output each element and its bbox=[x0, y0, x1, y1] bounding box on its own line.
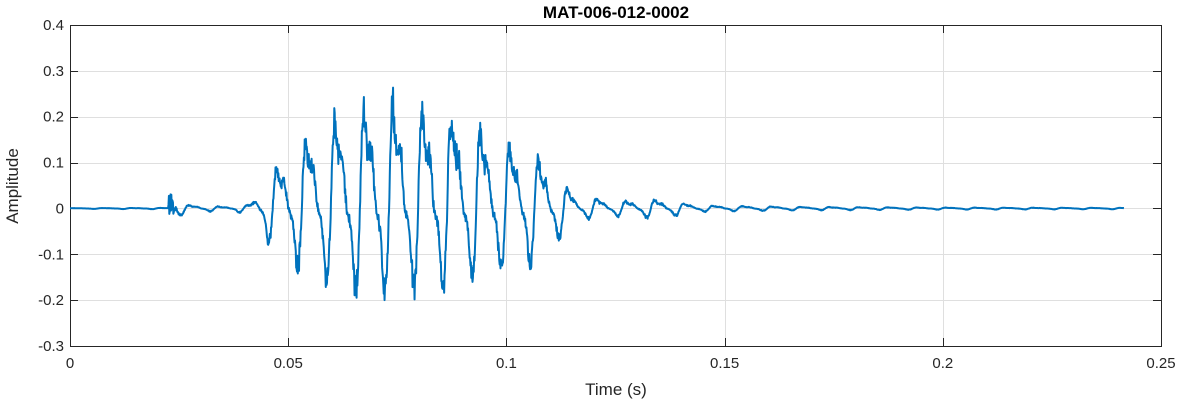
x-tick-label: 0.1 bbox=[496, 355, 517, 372]
y-tick-label: -0.2 bbox=[38, 292, 64, 309]
y-tick-label: 0.2 bbox=[43, 109, 64, 126]
grid bbox=[70, 25, 1161, 346]
y-tick-label: 0.1 bbox=[43, 155, 64, 172]
y-tick-label: 0.4 bbox=[43, 17, 64, 34]
y-tick-label: 0 bbox=[56, 200, 64, 217]
y-tick-label: -0.1 bbox=[38, 246, 64, 263]
signal-line bbox=[69, 86, 1125, 302]
x-tick-label: 0.05 bbox=[274, 355, 303, 372]
y-tick-label: 0.3 bbox=[43, 63, 64, 80]
x-axis-label: Time (s) bbox=[585, 380, 647, 399]
plot-area-frame bbox=[70, 25, 1162, 347]
x-tick-label: 0.2 bbox=[932, 355, 953, 372]
x-tick-label: 0 bbox=[66, 355, 74, 372]
ticks bbox=[70, 25, 1162, 347]
y-tick-label: -0.3 bbox=[38, 338, 64, 355]
y-axis-label: Amplitude bbox=[3, 148, 22, 224]
x-tick-label: 0.15 bbox=[710, 355, 739, 372]
x-tick-label: 0.25 bbox=[1146, 355, 1175, 372]
tick-labels: 0 0.05 0.1 0.15 0.2 0.25 -0.3 -0.2 -0.1 0 0.1 0.2 0.… bbox=[38, 17, 1175, 372]
chart-title: MAT-006-012-0002 bbox=[543, 3, 689, 22]
